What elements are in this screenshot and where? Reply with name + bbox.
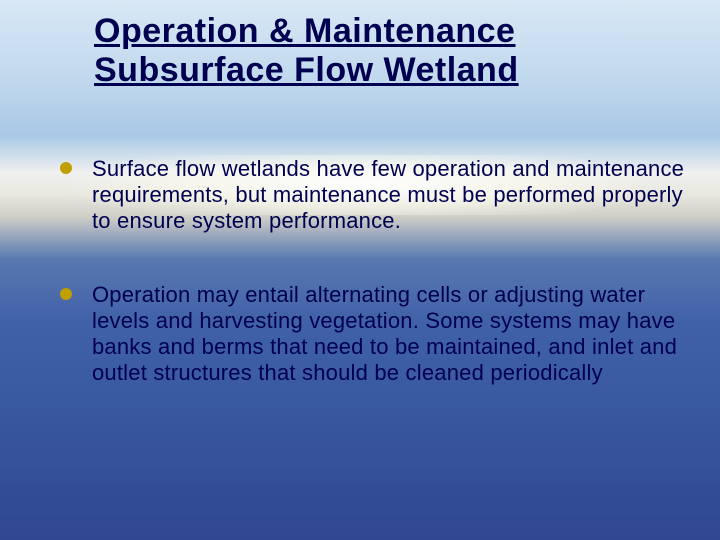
bullet-item: Surface flow wetlands have few operation… <box>30 156 690 234</box>
bullet-dot-icon <box>60 162 72 174</box>
title-line-2: Subsurface Flow Wetland <box>94 51 519 89</box>
slide-title: Operation & Maintenance Subsurface Flow … <box>94 12 690 90</box>
slide-container: Operation & Maintenance Subsurface Flow … <box>0 0 720 540</box>
bullet-list: Surface flow wetlands have few operation… <box>30 156 690 386</box>
bullet-text: Surface flow wetlands have few operation… <box>92 156 684 233</box>
bullet-text: Operation may entail alternating cells o… <box>92 282 677 385</box>
bullet-item: Operation may entail alternating cells o… <box>30 282 690 386</box>
title-line-1: Operation & Maintenance <box>94 12 515 50</box>
bullet-dot-icon <box>60 288 72 300</box>
